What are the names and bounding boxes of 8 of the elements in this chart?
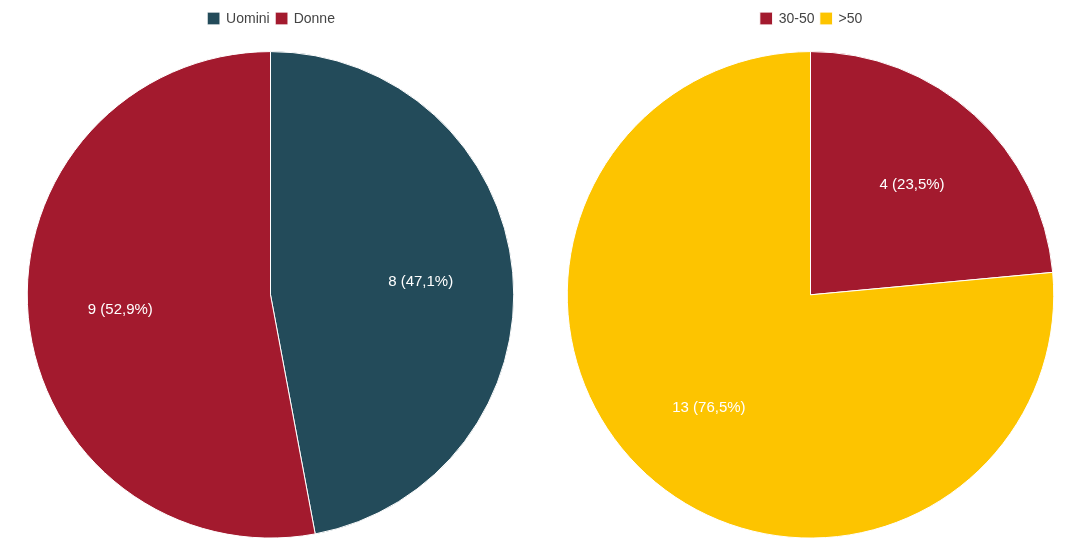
legend-label: >50 [838, 10, 863, 26]
data-label: 13 (76,5%) [672, 397, 746, 415]
legend-label: 30-50 [778, 10, 815, 26]
legend-label: Uomini [226, 10, 270, 26]
data-label: 9 (52,9%) [87, 300, 153, 318]
data-label: 8 (47,1%) [388, 272, 454, 290]
data-label: 4 (23,5%) [879, 174, 945, 192]
legend-label: Donne [293, 10, 335, 26]
